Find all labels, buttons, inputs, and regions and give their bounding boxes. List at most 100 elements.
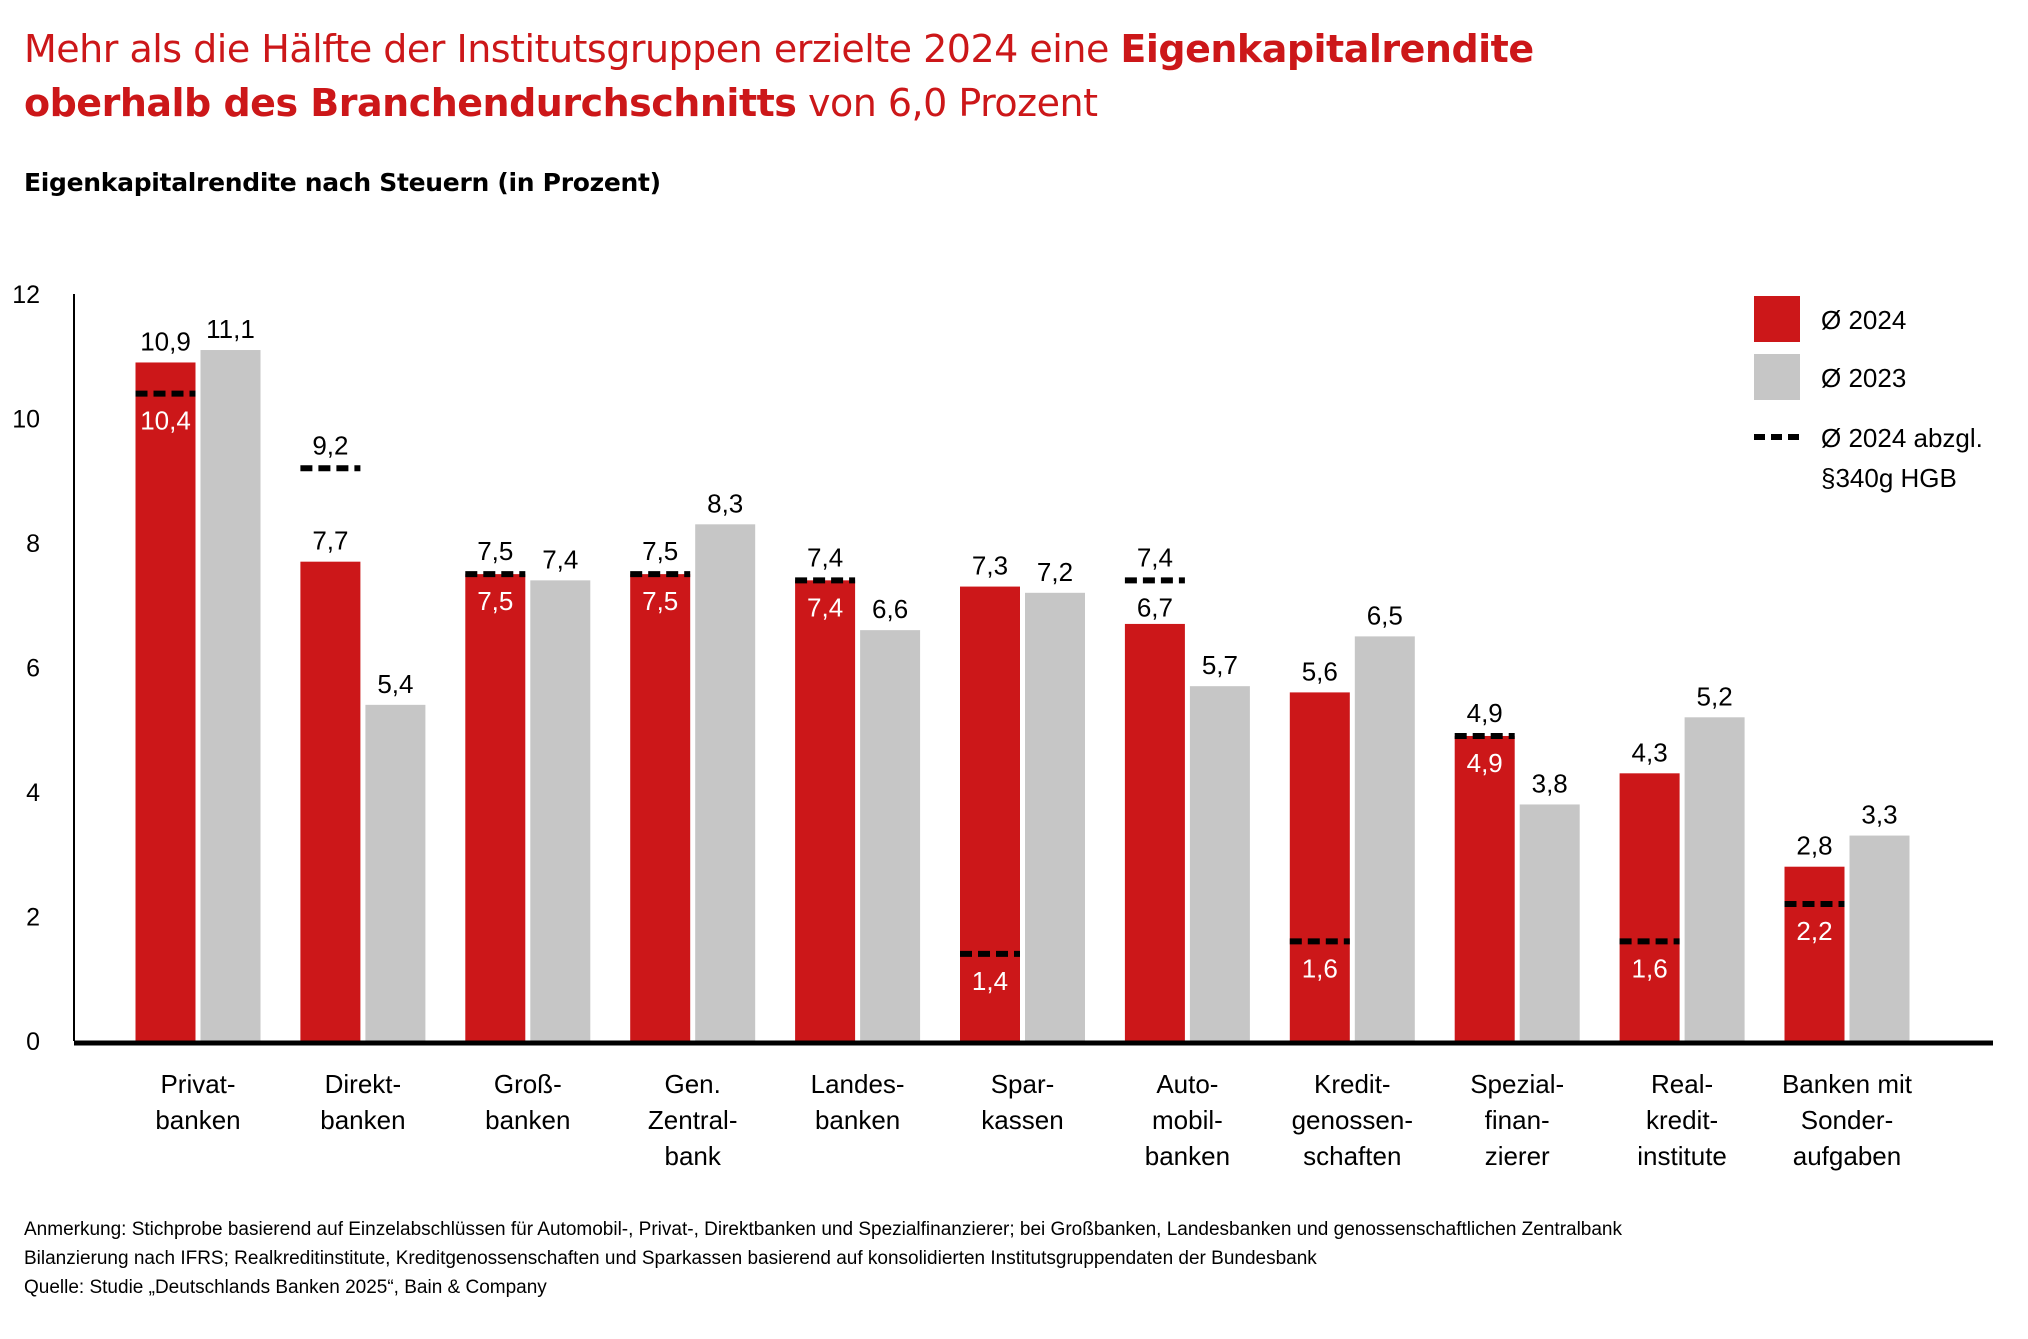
bar-2024: [1619, 773, 1680, 1041]
bar-2023: [200, 350, 261, 1041]
x-category-label: Spar-: [991, 1069, 1055, 1099]
bar-2023: [1354, 636, 1415, 1041]
footnotes: Anmerkung: Stichprobe basierend auf Einz…: [24, 1215, 1622, 1302]
source-line: Quelle: Studie „Deutschlands Banken 2025…: [24, 1277, 547, 1298]
legend-swatch-2023: [1754, 354, 1800, 400]
adjusted-value-label: 7,4: [807, 592, 843, 622]
x-category-label: genossen-: [1292, 1105, 1413, 1135]
x-category-label: Zentral-: [648, 1105, 738, 1135]
x-category-label: Auto-: [1156, 1069, 1218, 1099]
x-category-label: banken: [815, 1105, 900, 1135]
bar-2024: [1124, 623, 1185, 1041]
x-category-label: kredit-: [1646, 1105, 1718, 1135]
x-category-label: Real-: [1651, 1069, 1713, 1099]
bar-2024: [1784, 866, 1845, 1041]
y-tick-label: 0: [26, 1028, 40, 1056]
value-label-2024: 6,7: [1137, 592, 1173, 622]
adjusted-value-label: 4,9: [1467, 748, 1503, 778]
x-category-label: zierer: [1485, 1141, 1550, 1171]
bar-2023: [1519, 804, 1580, 1041]
legend-label-adjusted: Ø 2024 abzgl.: [1821, 423, 1983, 453]
x-category-label: Banken mit: [1782, 1069, 1913, 1099]
chart-title: Eigenkapitalrendite nach Steuern (in Pro…: [24, 168, 661, 197]
x-category-label: aufgaben: [1793, 1141, 1901, 1171]
note-line-1: Anmerkung: Stichprobe basierend auf Einz…: [24, 1219, 1623, 1240]
value-label-2023: 7,2: [1037, 557, 1073, 587]
value-label-2023: 5,7: [1202, 650, 1238, 680]
bar-2024: [1454, 735, 1515, 1041]
value-label-2024: 4,9: [1467, 698, 1503, 728]
y-tick-label: 12: [12, 281, 40, 309]
x-category-label: Sonder-: [1801, 1105, 1894, 1135]
x-category-label: institute: [1637, 1141, 1727, 1171]
note-line-2: Bilanzierung nach IFRS; Realkreditinstit…: [24, 1248, 1317, 1269]
adjusted-value-label: 2,2: [1796, 916, 1832, 946]
adjusted-value-label: 10,4: [140, 406, 191, 436]
x-category-label: kassen: [981, 1105, 1063, 1135]
value-label-2023: 3,3: [1861, 800, 1897, 830]
x-category-label: finan-: [1485, 1105, 1550, 1135]
value-label-2023: 5,4: [377, 669, 413, 699]
value-label-2024: 7,5: [477, 536, 513, 566]
x-category-label: Privat-: [160, 1069, 235, 1099]
adjusted-value-label: 7,4: [1137, 542, 1173, 572]
y-tick-label: 8: [26, 530, 40, 558]
y-tick-label: 2: [26, 904, 40, 932]
bar-2024: [300, 561, 361, 1041]
x-category-label: Groß-: [494, 1069, 562, 1099]
adjusted-value-label: 1,4: [972, 966, 1008, 996]
x-category-label: Gen.: [665, 1069, 721, 1099]
x-category-label: banken: [320, 1105, 405, 1135]
value-label-2023: 8,3: [707, 488, 743, 518]
bar-2023: [365, 704, 426, 1041]
bar-2023: [1849, 835, 1910, 1041]
x-category-label: Spezial-: [1470, 1069, 1564, 1099]
adjusted-value-label: 1,6: [1302, 953, 1338, 983]
headline-line-2: oberhalb des Branchendurchschnitts von 6…: [24, 81, 1098, 125]
bar-2023: [1189, 686, 1250, 1041]
x-category-label: mobil-: [1152, 1105, 1223, 1135]
value-label-2023: 6,5: [1367, 600, 1403, 630]
value-label-2023: 5,2: [1697, 681, 1733, 711]
adjusted-value-label: 1,6: [1632, 953, 1668, 983]
bar-2023: [530, 580, 591, 1041]
adjusted-value-label: 9,2: [312, 430, 348, 460]
bar-2024: [465, 574, 526, 1041]
x-category-label: banken: [155, 1105, 240, 1135]
x-category-label: Landes-: [811, 1069, 905, 1099]
value-label-2023: 11,1: [206, 314, 255, 344]
headline-line-1: Mehr als die Hälfte der Institutsgruppen…: [24, 27, 1534, 71]
value-label-2024: 7,5: [642, 536, 678, 566]
y-tick-label: 10: [12, 406, 40, 434]
bar-2024: [795, 580, 856, 1041]
adjusted-value-label: 7,5: [642, 586, 678, 616]
bar-2024: [960, 586, 1020, 1041]
legend-label-2024: Ø 2024: [1821, 305, 1906, 335]
value-label-2024: 7,4: [807, 542, 843, 572]
x-category-label: Direkt-: [325, 1069, 402, 1099]
value-label-2024: 10,9: [140, 326, 191, 356]
bar-2023: [695, 524, 756, 1041]
legend-swatch-2024: [1754, 296, 1800, 342]
x-category-label: banken: [485, 1105, 570, 1135]
legend-label-adjusted-2: §340g HGB: [1821, 463, 1957, 493]
x-category-label: bank: [665, 1141, 722, 1171]
value-label-2024: 2,8: [1796, 831, 1832, 861]
bar-2024: [630, 574, 691, 1041]
x-category-label: banken: [1145, 1141, 1230, 1171]
x-category-label: schaften: [1303, 1141, 1401, 1171]
value-label-2023: 6,6: [872, 594, 908, 624]
legend-label-2023: Ø 2023: [1821, 363, 1906, 393]
bar-2023: [1025, 592, 1085, 1041]
value-label-2023: 7,4: [542, 544, 578, 574]
value-label-2024: 7,3: [972, 551, 1008, 581]
adjusted-value-label: 7,5: [477, 586, 513, 616]
chart-headline: Mehr als die Hälfte der Institutsgruppen…: [24, 22, 1724, 130]
y-tick-label: 4: [26, 779, 40, 807]
value-label-2024: 7,7: [312, 526, 348, 556]
value-label-2024: 5,6: [1302, 656, 1338, 686]
bar-2023: [1684, 717, 1745, 1041]
bar-2024: [1289, 692, 1350, 1041]
x-category-label: Kredit-: [1314, 1069, 1391, 1099]
